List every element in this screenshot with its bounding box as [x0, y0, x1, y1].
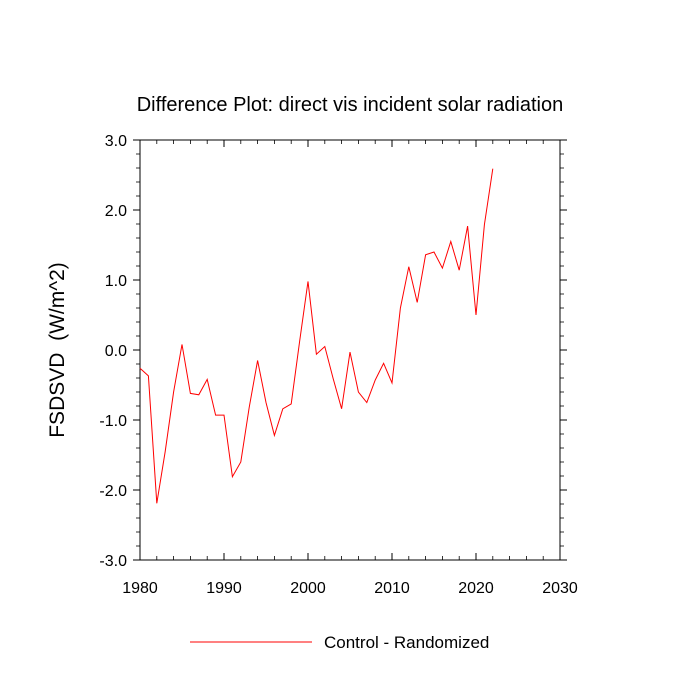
- x-tick-label: 2030: [542, 580, 578, 597]
- y-tick-label: 0.0: [105, 343, 127, 360]
- x-tick-label: 2000: [290, 580, 326, 597]
- plot-frame: [139, 139, 561, 561]
- tick-labels: 1980 1990 2000 2010 2020 2030 -3.0 -2.0 -1.0 0.0 1…: [99, 133, 577, 597]
- series-line-control-randomized: [139, 168, 494, 504]
- y-tick-label: -1.0: [99, 413, 127, 430]
- y-tick-label: 2.0: [105, 203, 127, 220]
- y-tick-label: -3.0: [99, 553, 127, 570]
- x-tick-label: 1990: [206, 580, 242, 597]
- y-tick-label: 1.0: [105, 273, 127, 290]
- axis-ticks: [133, 139, 567, 561]
- x-tick-label: 2020: [458, 580, 494, 597]
- legend-label: Control - Randomized: [324, 633, 489, 652]
- series-layer: [139, 168, 494, 504]
- x-tick-label: 2010: [374, 580, 410, 597]
- y-tick-label: -2.0: [99, 483, 127, 500]
- y-tick-label: 3.0: [105, 133, 127, 150]
- x-tick-label: 1980: [122, 580, 158, 597]
- y-axis-label: FSDSVD (W/m^2): [46, 262, 69, 438]
- chart-title: Difference Plot: direct vis incident sol…: [137, 94, 564, 116]
- legend: Control - Randomized: [190, 633, 489, 652]
